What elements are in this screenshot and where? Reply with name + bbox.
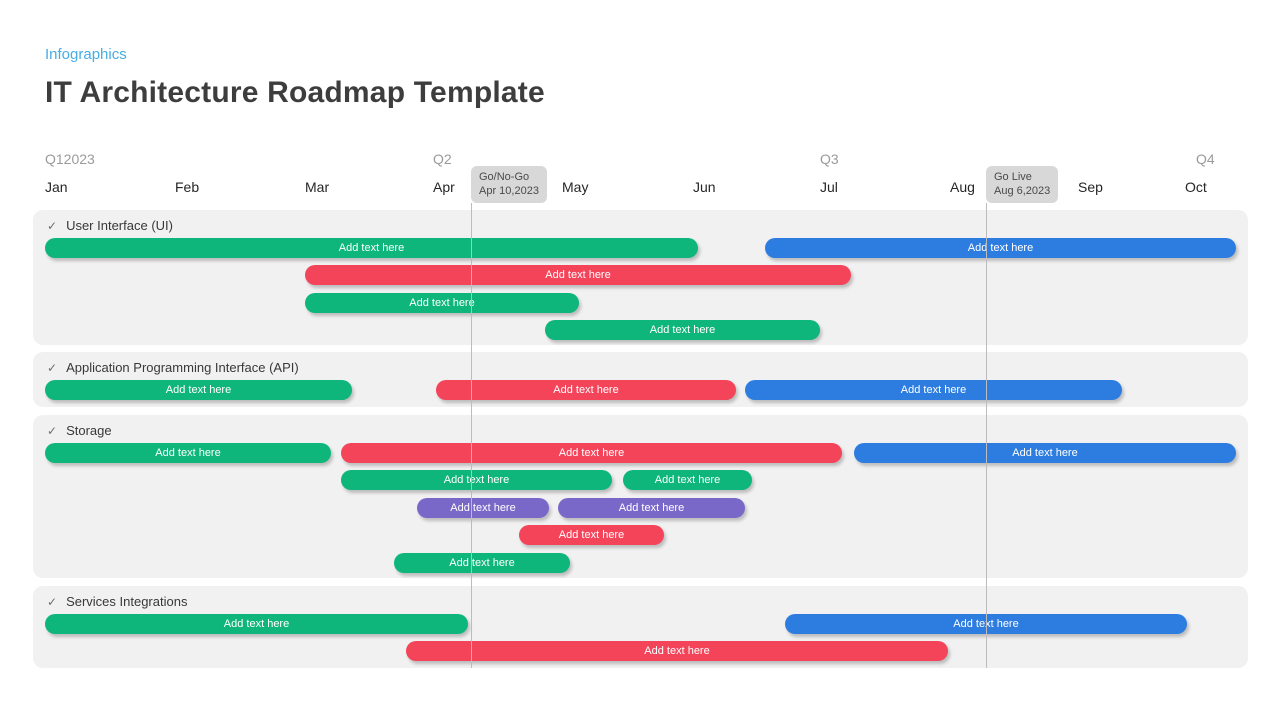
task-bar-label: Add text here — [545, 269, 611, 281]
page-title: IT Architecture Roadmap Template — [45, 76, 545, 109]
milestone-date: Apr 10,2023 — [479, 185, 539, 198]
month-label: Oct — [1185, 179, 1207, 195]
month-label: Mar — [305, 179, 330, 195]
task-bar[interactable]: Add text here — [436, 380, 736, 400]
task-bar[interactable]: Add text here — [394, 553, 570, 573]
month-label: Jul — [820, 179, 838, 195]
section-title: ✓ Storage — [47, 423, 112, 438]
quarter-label: Q3 — [820, 151, 839, 167]
section-title: ✓ Application Programming Interface (API) — [47, 360, 299, 375]
milestone-badge[interactable]: Go/No-Go Apr 10,2023 — [471, 166, 547, 203]
check-icon: ✓ — [47, 361, 58, 375]
task-bar-label: Add text here — [654, 474, 721, 486]
quarter-label: Q4 — [1196, 151, 1215, 167]
month-label: Jun — [693, 179, 716, 195]
section-title-text: User Interface (UI) — [66, 218, 173, 233]
milestone-title: Go Live — [994, 171, 1032, 183]
task-bar[interactable]: Add text here — [745, 380, 1122, 400]
quarter-label: Q2 — [433, 151, 452, 167]
eyebrow-label: Infographics — [45, 46, 127, 63]
task-bar[interactable]: Add text here — [45, 238, 698, 258]
task-bar-label: Add text here — [338, 242, 405, 254]
milestone-gridline — [471, 203, 472, 668]
task-bar[interactable]: Add text here — [45, 380, 352, 400]
task-bar[interactable]: Add text here — [854, 443, 1236, 463]
task-bar-label: Add text here — [223, 618, 290, 630]
section-title-text: Services Integrations — [66, 594, 188, 609]
task-bar-label: Add text here — [449, 557, 515, 569]
task-bar[interactable]: Add text here — [341, 470, 612, 490]
month-label: Feb — [175, 179, 200, 195]
task-bar-label: Add text here — [553, 384, 619, 396]
task-bar-label: Add text here — [644, 645, 710, 657]
task-bar[interactable]: Add text here — [406, 641, 948, 661]
task-bar-label: Add text here — [155, 447, 221, 459]
section-panel: ✓ User Interface (UI) Add text here Add tex… — [33, 210, 1248, 345]
task-bar-label: Add text here — [165, 384, 232, 396]
task-bar-label: Add text here — [618, 502, 685, 514]
section-panel: ✓ Storage Add text here Add text here Add te… — [33, 415, 1248, 578]
task-bar[interactable]: Add text here — [765, 238, 1236, 258]
task-bar[interactable]: Add text here — [45, 443, 331, 463]
task-bar-label: Add text here — [967, 242, 1034, 254]
month-label: May — [562, 179, 589, 195]
task-bar-label: Add text here — [443, 474, 510, 486]
task-bar-label: Add text here — [649, 324, 716, 336]
task-bar-label: Add text here — [558, 447, 625, 459]
section-panel: ✓ Application Programming Interface (API)… — [33, 352, 1248, 407]
milestone-date: Aug 6,2023 — [994, 185, 1051, 198]
task-bar[interactable]: Add text here — [545, 320, 820, 340]
task-bar[interactable]: Add text here — [558, 498, 745, 518]
quarter-label: Q12023 — [45, 151, 95, 167]
task-bar[interactable]: Add text here — [519, 525, 664, 545]
task-bar[interactable]: Add text here — [417, 498, 549, 518]
section-title-text: Storage — [66, 423, 112, 438]
task-bar-label: Add text here — [409, 297, 475, 309]
task-bar[interactable]: Add text here — [305, 265, 851, 285]
task-bar-label: Add text here — [558, 529, 625, 541]
task-bar-label: Add text here — [1012, 447, 1078, 459]
check-icon: ✓ — [47, 595, 58, 609]
month-label: Jan — [45, 179, 68, 195]
task-bar-label: Add text here — [900, 384, 967, 396]
milestone-title: Go/No-Go — [479, 171, 530, 183]
month-label: Sep — [1078, 179, 1103, 195]
task-bar[interactable]: Add text here — [341, 443, 842, 463]
task-bar[interactable]: Add text here — [305, 293, 579, 313]
milestone-badge[interactable]: Go Live Aug 6,2023 — [986, 166, 1059, 203]
section-title-text: Application Programming Interface (API) — [66, 360, 299, 375]
month-label: Apr — [433, 179, 455, 195]
check-icon: ✓ — [47, 219, 58, 233]
task-bar-label: Add text here — [450, 502, 516, 514]
section-title: ✓ Services Integrations — [47, 594, 187, 609]
month-label: Aug — [950, 179, 975, 195]
task-bar[interactable]: Add text here — [45, 614, 468, 634]
milestone-gridline — [986, 203, 987, 668]
task-bar[interactable]: Add text here — [623, 470, 752, 490]
section-panel: ✓ Services Integrations Add text here Add t… — [33, 586, 1248, 668]
check-icon: ✓ — [47, 424, 58, 438]
section-title: ✓ User Interface (UI) — [47, 218, 173, 233]
